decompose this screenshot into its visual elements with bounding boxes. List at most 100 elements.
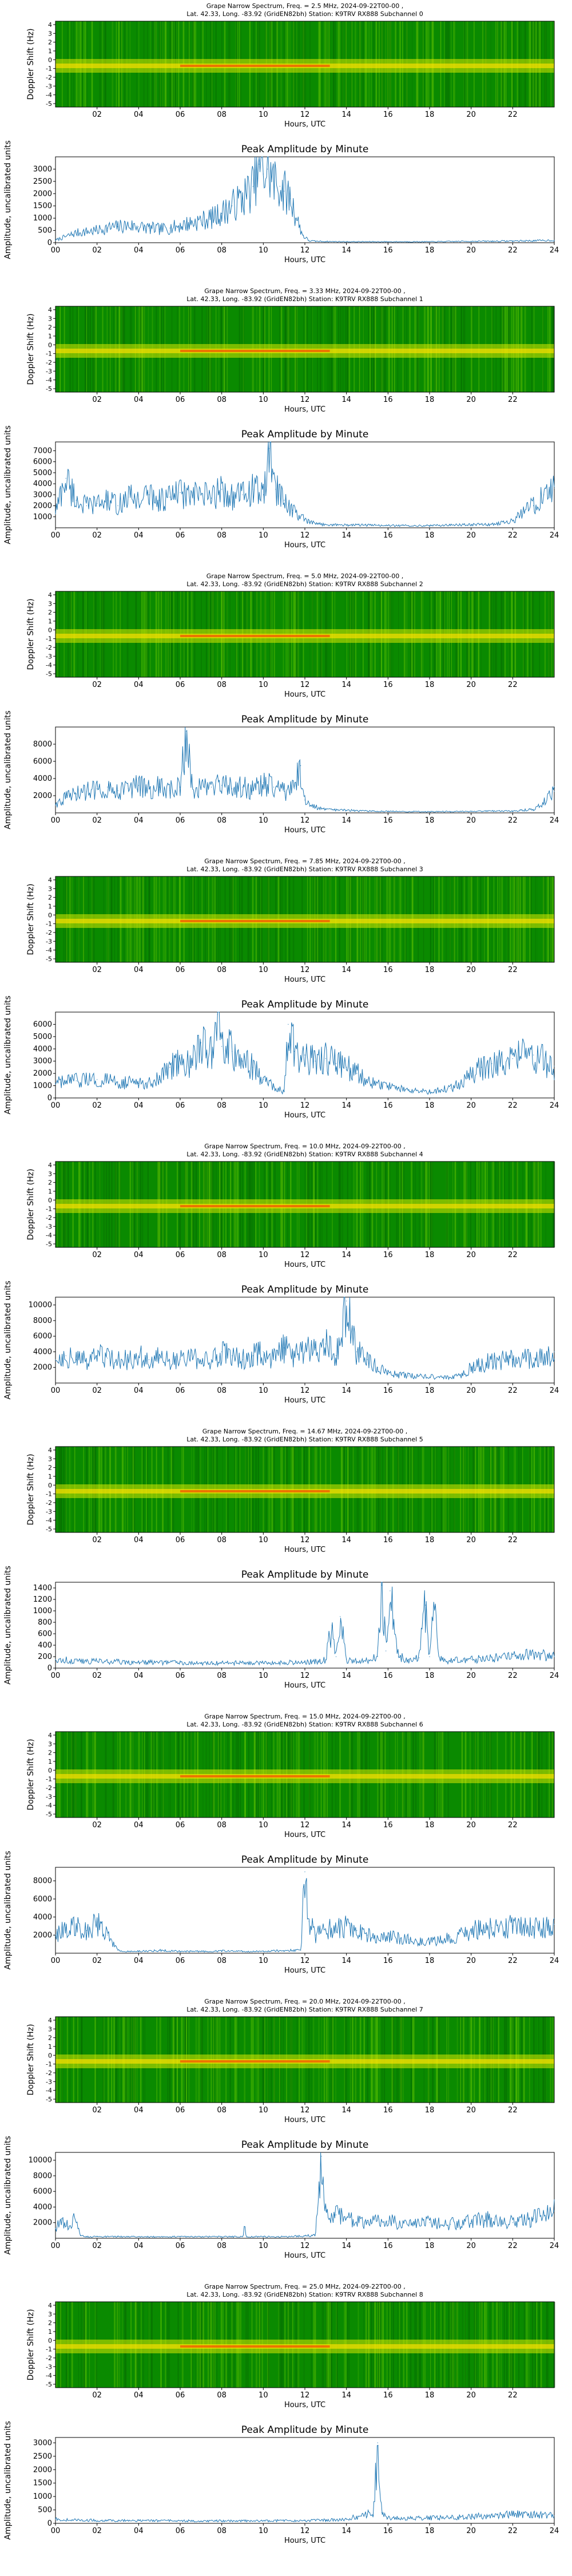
x-tick-label: 10 (259, 2391, 268, 2400)
y-tick-label: -3 (46, 1508, 52, 1515)
amplitude-point (398, 1656, 399, 1657)
y-axis-label: Amplitude, uncalibrated units (3, 995, 13, 1115)
amplitude-title: Peak Amplitude by Minute (241, 1284, 369, 1295)
x-tick-label: 20 (466, 2106, 476, 2115)
y-axis-label: Doppler Shift (Hz) (26, 29, 35, 100)
amplitude-point (481, 1066, 482, 1068)
amplitude-anchor-points (55, 1014, 555, 1092)
amplitude-point (491, 524, 492, 525)
amplitude-point (533, 2218, 534, 2219)
y-tick-label: -3 (46, 82, 52, 90)
x-tick-label: 18 (425, 1957, 435, 1965)
x-tick-label: 08 (217, 110, 227, 119)
y-tick-label: 2500 (33, 177, 52, 186)
y-tick-label: -2 (46, 74, 52, 81)
amplitude-point (117, 505, 118, 507)
y-tick-label: 3 (48, 885, 52, 892)
amplitude-point (117, 790, 118, 791)
spectrogram-title: Grape Narrow Spectrum, Freq. = 2.5 MHz, … (206, 2, 404, 10)
y-tick-label: 0 (47, 239, 52, 247)
x-tick-label: 12 (300, 1821, 310, 1830)
x-tick-label: 16 (383, 816, 393, 825)
y-tick-label: 2 (48, 1464, 52, 1472)
y-tick-label: 4 (48, 21, 52, 29)
x-tick-label: 08 (217, 816, 227, 825)
y-tick-label: 800 (38, 1618, 52, 1627)
x-tick-label: 24 (550, 1957, 559, 1965)
y-tick-label: 1 (48, 1473, 52, 1480)
y-tick-label: -5 (46, 385, 52, 393)
x-axis-label: Hours, UTC (284, 1261, 325, 1269)
y-tick-label: 2000 (33, 792, 52, 800)
amplitude-point (210, 218, 212, 219)
amplitude-point (61, 2218, 62, 2219)
x-tick-label: 06 (176, 1386, 185, 1395)
x-tick-label: 18 (425, 396, 435, 404)
x-tick-label: 16 (383, 2527, 393, 2535)
amplitude-point (269, 448, 270, 449)
amplitude-point (325, 241, 326, 242)
x-tick-label: 14 (341, 2106, 351, 2115)
y-tick-label: -2 (46, 359, 52, 366)
x-tick-label: 10 (259, 2106, 268, 2115)
spectrogram-subtitle: Lat. 42.33, Long. -83.92 (GridEN82bh) St… (186, 295, 423, 303)
x-axis-label: Hours, UTC (284, 541, 325, 550)
y-tick-label: -3 (46, 368, 52, 375)
y-tick-label: 1000 (33, 2492, 52, 2501)
y-tick-label: -4 (46, 1802, 52, 1809)
y-tick-label: 7000 (33, 447, 52, 455)
x-tick-label: 06 (176, 2527, 185, 2535)
x-tick-label: 02 (92, 2242, 102, 2250)
x-tick-label: 22 (508, 1101, 518, 1110)
x-axis-label: Hours, UTC (284, 1111, 325, 1120)
y-tick-label: 4 (48, 306, 52, 314)
y-tick-label: 4 (48, 1161, 52, 1169)
x-axis-label: Hours, UTC (284, 2116, 325, 2124)
x-tick-label: 12 (300, 2391, 310, 2400)
amplitude-panel-2: Peak Amplitude by Minute2000400060008000… (3, 710, 559, 835)
y-tick-label: 400 (38, 1641, 52, 1650)
y-tick-label: -2 (46, 1784, 52, 1792)
y-tick-label: -4 (46, 947, 52, 954)
amplitude-panel-4: Peak Amplitude by Minute2000400060008000… (3, 1281, 559, 1405)
spectrogram-signal-band (55, 1769, 554, 1783)
amplitude-point (533, 1653, 534, 1654)
spectrogram-panel-5: Grape Narrow Spectrum, Freq. = 14.67 MHz… (26, 1428, 555, 1554)
y-axis-label: Doppler Shift (Hz) (26, 1169, 35, 1240)
amplitude-anchor-points (55, 2156, 555, 2237)
amplitude-point (86, 791, 88, 792)
y-tick-label: 5000 (33, 469, 52, 477)
y-tick-label: 8000 (33, 740, 52, 749)
y-tick-label: 4 (48, 2302, 52, 2309)
amplitude-panel-7: Peak Amplitude by Minute2000400060008000… (3, 2136, 559, 2260)
x-tick-label: 06 (176, 2106, 185, 2115)
x-tick-label: 14 (341, 1251, 351, 1259)
y-tick-label: 6000 (33, 458, 52, 467)
x-tick-label: 16 (383, 110, 393, 119)
amplitude-anchor-points (55, 1585, 555, 1664)
x-tick-label: 06 (176, 816, 185, 825)
y-tick-label: -2 (46, 2069, 52, 2077)
y-axis-label: Doppler Shift (Hz) (26, 599, 35, 670)
y-tick-label: 3 (48, 1170, 52, 1178)
y-tick-label: 3 (48, 1455, 52, 1463)
amplitude-point (294, 788, 295, 789)
x-tick-label: 22 (508, 110, 518, 119)
y-axis-label: Doppler Shift (Hz) (26, 884, 35, 955)
y-axis-label: Amplitude, uncalibrated units (3, 2421, 13, 2540)
x-tick-label: 02 (92, 1101, 102, 1110)
x-tick-label: 02 (92, 1386, 102, 1395)
x-tick-label: 02 (92, 1536, 102, 1544)
x-tick-label: 04 (134, 1821, 144, 1830)
x-tick-label: 20 (466, 2391, 476, 2400)
y-tick-label: 1 (48, 903, 52, 910)
x-tick-label: 22 (508, 2106, 518, 2115)
x-tick-label: 22 (508, 681, 518, 689)
amplitude-point (210, 1054, 212, 1056)
x-tick-label: 18 (425, 1251, 435, 1259)
x-tick-label: 16 (383, 966, 393, 974)
spectrogram-panel-7: Grape Narrow Spectrum, Freq. = 20.0 MHz,… (26, 1998, 555, 2124)
spectrogram-signal-band (55, 1484, 554, 1498)
y-tick-label: 8000 (33, 1317, 52, 1325)
amplitude-point (242, 2520, 243, 2522)
